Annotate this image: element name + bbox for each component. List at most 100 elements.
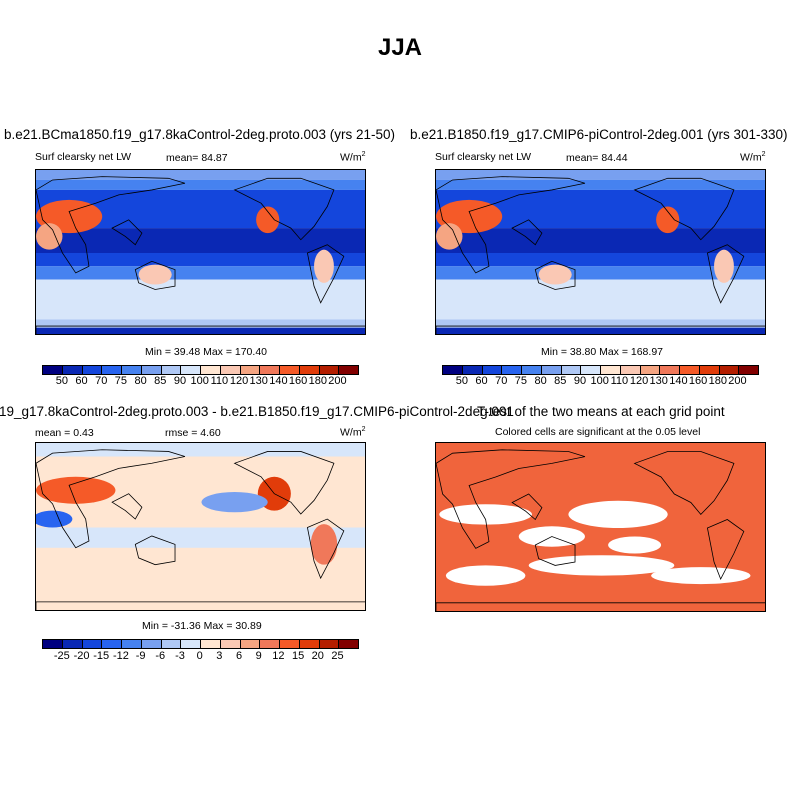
colorbar-label: -3 — [175, 650, 185, 662]
colorbar-box — [299, 366, 320, 374]
field-background — [36, 443, 365, 610]
colorbar-box — [201, 366, 221, 374]
colorbar-label: 160 — [288, 375, 308, 387]
panel1-minmax: Min = 39.48 Max = 170.40 — [145, 346, 267, 358]
panel3-minmax: Min = -31.36 Max = 30.89 — [142, 620, 262, 632]
colorbar-label: 60 — [475, 375, 488, 387]
colorbar-label: 140 — [669, 375, 688, 387]
colorbar-box — [522, 366, 542, 374]
colorbar-label: -15 — [93, 650, 110, 662]
colorbar-label: -9 — [135, 650, 146, 662]
field-band — [436, 179, 765, 190]
panel2-colorbar-labels: 50 60 70 75 80 85 90 100 110 120 130 140 160 180 200 — [452, 375, 747, 387]
colorbar-label: 120 — [229, 375, 249, 387]
panel4-map — [435, 442, 766, 612]
figure-title: JJA — [377, 34, 423, 61]
panel1-colorbar — [42, 365, 359, 375]
colorbar-box — [141, 366, 162, 374]
coastline — [134, 260, 176, 290]
field-band — [36, 266, 365, 280]
colorbar-label: 75 — [514, 375, 528, 387]
panel3-colorbar — [42, 639, 359, 649]
colorbar-box — [462, 366, 483, 374]
nonsignificant-region — [528, 555, 675, 576]
field-blob — [201, 492, 268, 513]
colorbar-label: 15 — [291, 650, 305, 662]
colorbar-box — [719, 366, 740, 374]
panel2-map — [435, 169, 766, 335]
field-blob — [314, 249, 334, 283]
colorbar-box — [62, 640, 83, 648]
coastline — [436, 325, 765, 334]
coastline — [233, 451, 335, 515]
colorbar-label: 3 — [216, 650, 223, 662]
colorbar-label: 25 — [331, 650, 344, 662]
coastline — [36, 601, 365, 610]
colorbar-box — [82, 640, 103, 648]
colorbar-box — [339, 366, 358, 374]
panel3-title: 19_g17.8kaControl-2deg.proto.003 - b.e21… — [0, 404, 514, 419]
nonsignificant-region — [445, 565, 526, 586]
colorbar-label: 60 — [75, 375, 88, 387]
colorbar-box — [43, 640, 63, 648]
colorbar-label: 85 — [554, 375, 567, 387]
colorbar-label: 120 — [629, 375, 649, 387]
colorbar-box — [339, 640, 358, 648]
nonsignificant-region — [608, 536, 662, 554]
significant-cells — [436, 443, 765, 611]
colorbar-label: 160 — [688, 375, 708, 387]
colorbar-label: 9 — [255, 650, 262, 662]
field-band — [436, 253, 765, 267]
panel1-colorbar-labels: 50 60 70 75 80 85 90 100 110 120 130 140 160 180 200 — [52, 375, 347, 387]
colorbar-label: 85 — [154, 375, 167, 387]
colorbar-box — [240, 640, 261, 648]
colorbar-box — [260, 366, 280, 374]
panel4-subtitle: Colored cells are significant at the 0.0… — [495, 426, 701, 438]
field-band — [436, 279, 765, 320]
field-blob — [36, 223, 63, 250]
colorbar-box — [240, 366, 261, 374]
colorbar-box — [82, 366, 103, 374]
colorbar-label: 50 — [455, 375, 468, 387]
coastline — [511, 493, 543, 521]
panel3-map — [35, 442, 366, 611]
field-band — [36, 179, 365, 190]
field-band — [436, 319, 765, 328]
colorbar-label: 110 — [210, 375, 229, 387]
colorbar-box — [122, 366, 142, 374]
field-blob — [538, 264, 572, 285]
colorbar-label: 80 — [134, 375, 147, 387]
colorbar-box — [280, 366, 300, 374]
colorbar-label: 50 — [55, 375, 68, 387]
colorbar-label: 100 — [590, 375, 609, 387]
panel1-units: W/m2 — [340, 151, 366, 164]
colorbar-box — [122, 640, 142, 648]
coastline — [233, 177, 335, 241]
field-blob — [36, 476, 116, 504]
field-blob — [310, 524, 338, 565]
colorbar-label: 6 — [235, 650, 243, 662]
colorbar-label: 130 — [649, 375, 668, 387]
colorbar-label: 20 — [311, 650, 324, 662]
field-band — [36, 319, 365, 328]
coastline — [706, 244, 745, 304]
coastline — [36, 325, 365, 334]
colorbar-box — [482, 366, 503, 374]
field-band — [36, 279, 365, 320]
colorbar-box — [699, 366, 720, 374]
colorbar-box — [739, 366, 758, 374]
field-band — [36, 228, 365, 253]
colorbar-box — [299, 640, 320, 648]
colorbar-box — [660, 366, 680, 374]
panel2-mean: mean= 84.44 — [566, 152, 628, 164]
colorbar-label: 100 — [190, 375, 209, 387]
panel2-minmax: Min = 38.80 Max = 168.97 — [541, 346, 663, 358]
panel2-title: b.e21.B1850.f19_g17.CMIP6-piControl-2deg… — [410, 127, 788, 142]
colorbar-box — [181, 640, 201, 648]
colorbar-box — [62, 366, 83, 374]
coastline — [306, 244, 345, 304]
coastline — [111, 493, 143, 520]
coastline — [306, 518, 345, 580]
colorbar-label: 12 — [272, 650, 285, 662]
colorbar-box — [620, 366, 641, 374]
